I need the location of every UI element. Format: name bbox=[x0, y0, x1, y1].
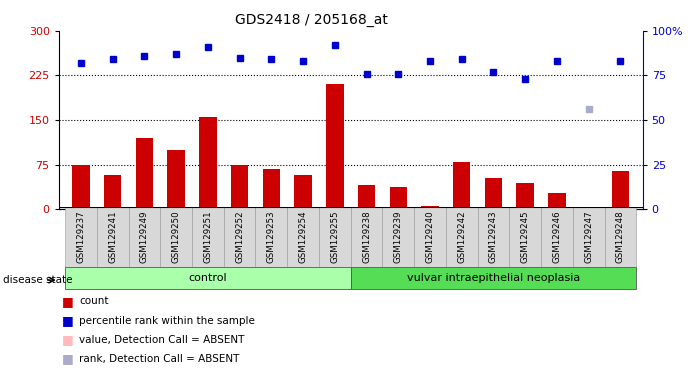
Bar bbox=[135, 138, 153, 209]
Bar bbox=[294, 175, 312, 209]
Bar bbox=[390, 187, 407, 209]
Bar bbox=[350, 267, 636, 290]
Bar bbox=[414, 207, 446, 267]
Text: GSM129255: GSM129255 bbox=[330, 210, 339, 263]
Bar bbox=[73, 165, 90, 209]
Bar bbox=[422, 206, 439, 209]
Text: count: count bbox=[79, 296, 109, 306]
Bar bbox=[573, 207, 605, 267]
Text: control: control bbox=[189, 273, 227, 283]
Text: percentile rank within the sample: percentile rank within the sample bbox=[79, 316, 256, 326]
Bar bbox=[319, 207, 350, 267]
Text: GSM129247: GSM129247 bbox=[584, 210, 593, 263]
Text: vulvar intraepithelial neoplasia: vulvar intraepithelial neoplasia bbox=[407, 273, 580, 283]
Bar bbox=[516, 183, 534, 209]
Text: GDS2418 / 205168_at: GDS2418 / 205168_at bbox=[234, 13, 388, 27]
Text: GSM129243: GSM129243 bbox=[489, 210, 498, 263]
Bar bbox=[65, 207, 97, 267]
Bar bbox=[263, 169, 280, 209]
Bar bbox=[541, 207, 573, 267]
Text: ■: ■ bbox=[62, 353, 74, 366]
Bar bbox=[160, 207, 192, 267]
Bar bbox=[477, 207, 509, 267]
Bar bbox=[382, 207, 414, 267]
Bar bbox=[199, 117, 216, 209]
Text: GSM129239: GSM129239 bbox=[394, 210, 403, 263]
Text: GSM129246: GSM129246 bbox=[552, 210, 562, 263]
Bar bbox=[453, 162, 471, 209]
Bar bbox=[446, 207, 477, 267]
Bar bbox=[548, 193, 566, 209]
Text: GSM129254: GSM129254 bbox=[299, 210, 307, 263]
Text: GSM129252: GSM129252 bbox=[235, 210, 244, 263]
Bar bbox=[192, 207, 224, 267]
Text: ■: ■ bbox=[62, 314, 74, 327]
Text: GSM129250: GSM129250 bbox=[171, 210, 180, 263]
Text: GSM129238: GSM129238 bbox=[362, 210, 371, 263]
Bar bbox=[97, 207, 129, 267]
Text: GSM129240: GSM129240 bbox=[426, 210, 435, 263]
Text: GSM129245: GSM129245 bbox=[521, 210, 530, 263]
Text: GSM129237: GSM129237 bbox=[77, 210, 86, 263]
Bar bbox=[167, 150, 185, 209]
Bar bbox=[104, 175, 122, 209]
Text: GSM129242: GSM129242 bbox=[457, 210, 466, 263]
Bar bbox=[231, 165, 248, 209]
Bar bbox=[129, 207, 160, 267]
Text: value, Detection Call = ABSENT: value, Detection Call = ABSENT bbox=[79, 335, 245, 345]
Text: GSM129253: GSM129253 bbox=[267, 210, 276, 263]
Text: disease state: disease state bbox=[3, 275, 73, 285]
Text: GSM129249: GSM129249 bbox=[140, 210, 149, 263]
Text: GSM129248: GSM129248 bbox=[616, 210, 625, 263]
Bar bbox=[605, 207, 636, 267]
Bar bbox=[485, 178, 502, 209]
Bar bbox=[256, 207, 287, 267]
Text: ■: ■ bbox=[62, 295, 74, 308]
Text: rank, Detection Call = ABSENT: rank, Detection Call = ABSENT bbox=[79, 354, 240, 364]
Bar bbox=[358, 185, 375, 209]
Text: GSM129251: GSM129251 bbox=[203, 210, 212, 263]
Text: GSM129241: GSM129241 bbox=[108, 210, 117, 263]
Bar bbox=[509, 207, 541, 267]
Bar bbox=[350, 207, 382, 267]
Bar bbox=[326, 84, 343, 209]
Bar bbox=[287, 207, 319, 267]
Bar bbox=[65, 267, 350, 290]
Bar bbox=[224, 207, 256, 267]
Text: ■: ■ bbox=[62, 333, 74, 346]
Bar bbox=[612, 170, 629, 209]
